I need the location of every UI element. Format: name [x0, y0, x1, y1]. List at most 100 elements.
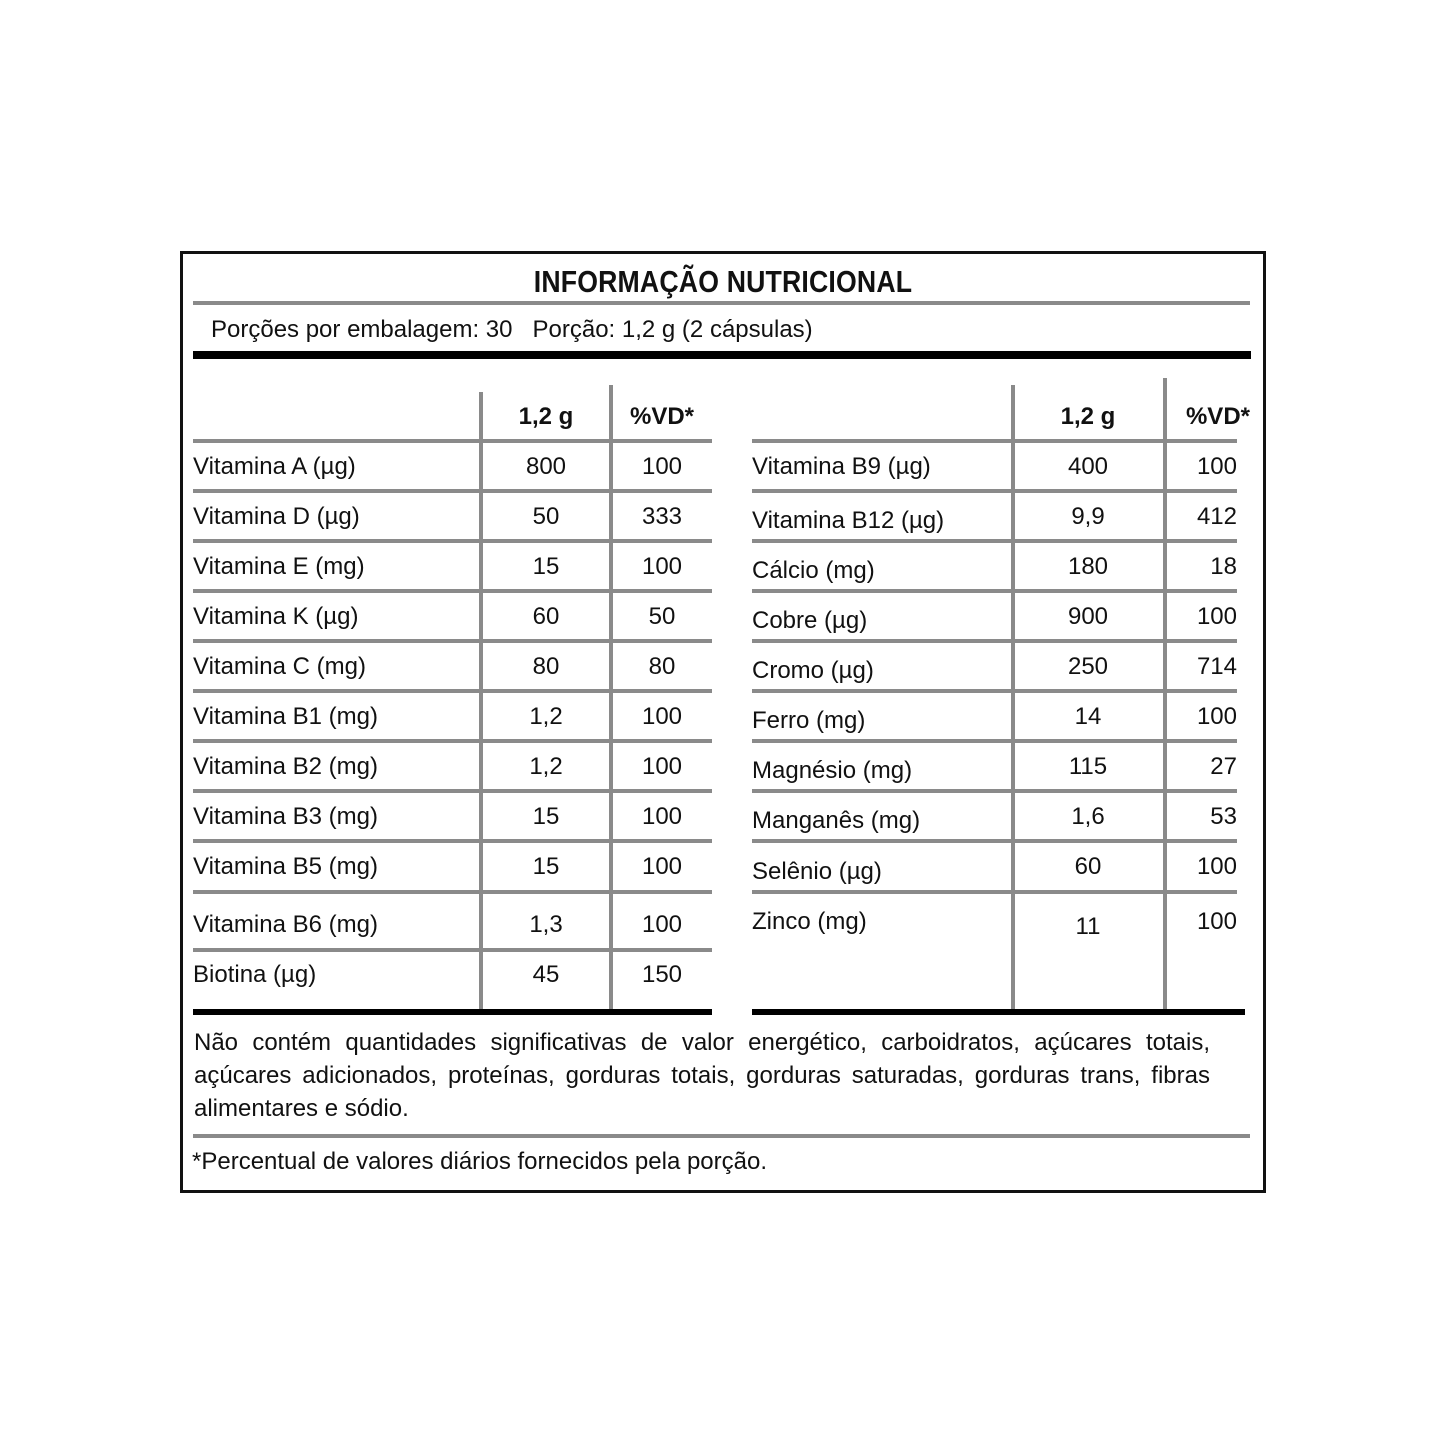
right-nutrient-name: Manganês (mg) [752, 807, 921, 834]
right-nutrient-name: Vitamina B9 (µg) [752, 453, 931, 480]
divider [193, 1134, 1250, 1138]
column-divider [609, 385, 613, 1012]
left-nutrient-amount: 60 [532, 603, 560, 630]
left-nutrient-amount: 15 [532, 853, 560, 880]
right-header-dv: %VD* [1185, 403, 1250, 430]
right-nutrient-amount: 180 [1067, 553, 1109, 580]
left-nutrient-amount: 80 [532, 653, 560, 680]
right-nutrient-dv: 100 [1196, 453, 1237, 480]
row-divider [752, 689, 1237, 693]
left-nutrient-amount: 800 [525, 453, 567, 480]
table-bottom-rule [752, 1009, 1245, 1015]
right-header-amount: 1,2 g [1060, 403, 1116, 430]
left-nutrient-amount: 45 [532, 961, 560, 988]
table-bottom-rule [193, 1009, 712, 1015]
row-divider [752, 539, 1237, 543]
right-nutrient-amount: 60 [1074, 853, 1102, 880]
left-nutrient-name: Vitamina E (mg) [193, 553, 365, 580]
row-divider [752, 839, 1237, 843]
footnote: *Percentual de valores diários fornecido… [192, 1148, 768, 1175]
right-nutrient-amount: 9,9 [1071, 503, 1105, 530]
left-nutrient-amount: 50 [532, 503, 560, 530]
row-divider [193, 639, 712, 643]
column-divider [1163, 378, 1167, 1012]
right-nutrient-name: Cromo (µg) [752, 657, 874, 684]
right-nutrient-name: Cálcio (mg) [752, 557, 875, 584]
left-nutrient-name: Vitamina B2 (mg) [193, 753, 378, 780]
left-header-dv: %VD* [629, 403, 695, 430]
left-nutrient-name: Vitamina D (µg) [193, 503, 360, 530]
left-header-amount: 1,2 g [518, 403, 574, 430]
left-nutrient-amount: 1,2 [529, 703, 563, 730]
row-divider [193, 539, 712, 543]
right-nutrient-dv: 18 [1210, 553, 1237, 580]
right-nutrient-name: Cobre (µg) [752, 607, 868, 634]
right-nutrient-dv: 100 [1196, 908, 1237, 935]
left-nutrient-dv: 100 [641, 453, 683, 480]
left-nutrient-dv: 50 [648, 603, 676, 630]
left-nutrient-name: Vitamina C (mg) [193, 653, 366, 680]
right-nutrient-dv: 53 [1210, 803, 1237, 830]
row-divider [752, 890, 1237, 894]
row-divider [193, 489, 712, 493]
left-nutrient-dv: 100 [641, 553, 683, 580]
left-nutrient-dv: 150 [641, 961, 683, 988]
row-divider [752, 589, 1237, 593]
row-divider [193, 948, 712, 952]
left-nutrient-name: Vitamina B3 (mg) [193, 803, 378, 830]
right-nutrient-name: Selênio (µg) [752, 858, 882, 885]
right-nutrient-amount: 115 [1068, 753, 1108, 780]
left-nutrient-dv: 100 [641, 853, 683, 880]
label-title: INFORMAÇÃO NUTRICIONAL [533, 264, 913, 299]
left-nutrient-dv: 100 [641, 911, 683, 938]
right-nutrient-amount: 900 [1067, 603, 1109, 630]
row-divider [752, 639, 1237, 643]
right-nutrient-amount: 250 [1067, 653, 1109, 680]
row-divider [193, 689, 712, 693]
left-nutrient-amount: 1,3 [529, 911, 563, 938]
right-nutrient-amount: 14 [1074, 703, 1102, 730]
left-nutrient-dv: 333 [641, 503, 683, 530]
row-divider [752, 439, 1237, 443]
right-nutrient-dv: 714 [1196, 653, 1237, 680]
row-divider [193, 439, 712, 443]
column-divider [1011, 385, 1015, 1012]
right-nutrient-dv: 100 [1196, 603, 1237, 630]
right-nutrient-name: Vitamina B12 (µg) [752, 507, 945, 534]
row-divider [752, 789, 1237, 793]
column-divider [479, 392, 483, 1012]
portion-info: Porções por embalagem: 30 Porção: 1,2 g … [211, 316, 813, 343]
right-nutrient-dv: 412 [1196, 503, 1237, 530]
row-divider [193, 589, 712, 593]
left-nutrient-name: Vitamina K (µg) [193, 603, 359, 630]
row-divider [193, 789, 712, 793]
left-nutrient-dv: 100 [641, 803, 683, 830]
left-nutrient-name: Vitamina A (µg) [193, 453, 356, 480]
row-divider [752, 489, 1237, 493]
right-nutrient-dv: 27 [1210, 753, 1237, 780]
left-nutrient-dv: 80 [648, 653, 676, 680]
right-nutrient-name: Magnésio (mg) [752, 757, 913, 784]
row-divider [752, 739, 1237, 743]
left-nutrient-dv: 100 [641, 753, 683, 780]
row-divider [193, 739, 712, 743]
right-nutrient-amount: 1,6 [1071, 803, 1105, 830]
left-nutrient-name: Biotina (µg) [193, 961, 317, 988]
thick-divider [193, 351, 1251, 359]
divider [193, 301, 1250, 305]
row-divider [193, 890, 712, 894]
right-nutrient-name: Ferro (mg) [752, 707, 866, 734]
left-nutrient-name: Vitamina B1 (mg) [193, 703, 378, 730]
left-nutrient-dv: 100 [641, 703, 683, 730]
left-nutrient-amount: 15 [532, 553, 560, 580]
right-nutrient-amount: 11 [1075, 913, 1101, 940]
left-nutrient-name: Vitamina B6 (mg) [193, 911, 378, 938]
disclaimer-note: Não contém quantidades significativas de… [194, 1029, 1210, 1122]
label-border [180, 251, 1266, 1193]
left-nutrient-name: Vitamina B5 (mg) [193, 853, 378, 880]
left-nutrient-amount: 15 [532, 803, 560, 830]
right-nutrient-dv: 100 [1196, 703, 1237, 730]
row-divider [193, 839, 712, 843]
right-nutrient-amount: 400 [1067, 453, 1109, 480]
left-nutrient-amount: 1,2 [529, 753, 563, 780]
